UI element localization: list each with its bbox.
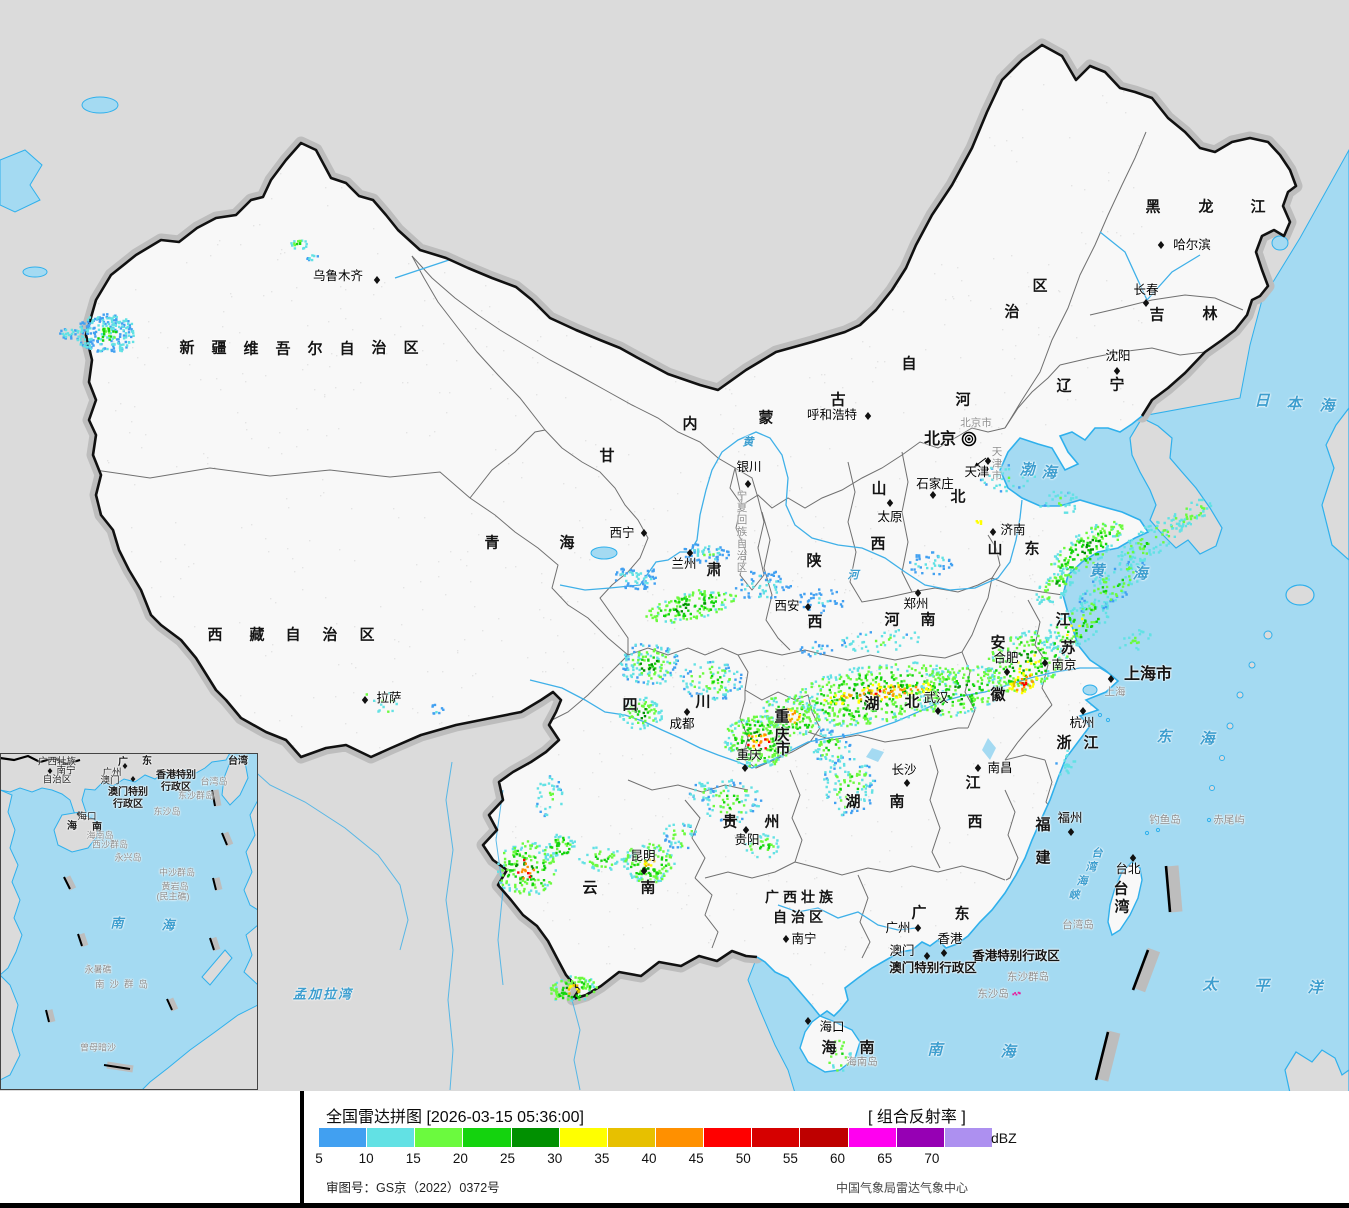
province-boundaries	[94, 131, 1244, 959]
legend-title: 全国雷达拼图 [2026-03-15 05:36:00]	[326, 1109, 584, 1126]
taiwan-island	[1107, 861, 1143, 937]
legend-color-cell	[655, 1128, 705, 1147]
legend-tick-label: 15	[405, 1151, 421, 1166]
radar-echo-layer	[59, 239, 1213, 1072]
city-marker-icon	[361, 696, 369, 704]
city-marker-icon	[373, 276, 381, 284]
city-marker-icon	[940, 949, 948, 957]
legend-tick-label: 25	[500, 1151, 516, 1166]
legend-tick-label: 70	[924, 1151, 940, 1166]
japan-landmass	[1321, 407, 1349, 561]
city-marker-icon	[804, 603, 812, 611]
nine-dash-line	[1094, 865, 1183, 1082]
capital-icon	[961, 431, 977, 447]
legend-color-cell	[463, 1128, 512, 1147]
legend-ticks: 5 10 15 20 25 30 35 40 45 50 55 60 65 70	[0, 1151, 1349, 1167]
city-marker-icon	[1067, 828, 1075, 836]
city-marker-icon	[974, 764, 982, 772]
city-marker-icon	[1107, 675, 1115, 683]
city-marker-icon	[744, 480, 752, 488]
city-marker-icon	[683, 708, 691, 716]
city-marker-icon	[1079, 707, 1087, 715]
city-marker-icon	[1129, 854, 1137, 862]
city-marker-icon	[914, 924, 922, 932]
city-marker-icon	[1041, 659, 1049, 667]
legend-color-cell	[607, 1128, 656, 1147]
philippines-landmass	[1284, 1049, 1349, 1094]
city-marker-icon	[929, 491, 937, 499]
korea-landmass	[1129, 417, 1223, 555]
legend-left-rule	[300, 1091, 304, 1208]
legend-tick-label: 35	[594, 1151, 610, 1166]
legend-tick-label: 45	[688, 1151, 704, 1166]
legend-color-cell	[511, 1128, 560, 1147]
city-marker-icon	[984, 457, 992, 465]
city-marker-icon	[640, 867, 648, 875]
city-marker-icon	[741, 764, 749, 772]
legend-tick-label: 5	[315, 1151, 323, 1166]
legend-tick-label: 65	[877, 1151, 893, 1166]
city-marker-icon	[989, 528, 997, 536]
city-marker-icon	[1113, 367, 1121, 375]
city-marker-icon	[923, 952, 931, 960]
city-markers	[361, 241, 1165, 1025]
city-marker-icon	[1003, 668, 1011, 676]
legend-color-cell	[415, 1128, 464, 1147]
city-marker-icon	[686, 549, 694, 557]
city-marker-icon	[1157, 241, 1165, 249]
legend-unit: dBZ	[991, 1130, 1017, 1146]
data-source: 中国气象局雷达气象中心	[836, 1181, 969, 1195]
legend-color-cell	[559, 1128, 608, 1147]
legend-color-cell	[319, 1128, 368, 1147]
city-marker-icon	[934, 707, 942, 715]
legend-tick-label: 55	[782, 1151, 798, 1166]
city-marker-icon	[1142, 299, 1150, 307]
legend-tick-label: 10	[358, 1151, 374, 1166]
legend-tick-label: 50	[735, 1151, 751, 1166]
legend-tick-label: 30	[547, 1151, 563, 1166]
city-marker-icon	[886, 499, 894, 507]
china-landmass	[86, 45, 1296, 1016]
city-marker-icon	[864, 412, 872, 420]
legend-field-label: [ 组合反射率 ]	[868, 1109, 966, 1126]
legend-color-cell	[752, 1128, 801, 1147]
image-bottom-rule	[0, 1203, 1349, 1208]
map-review-number: 审图号：GS京（2022）0372号	[326, 1181, 500, 1195]
legend-color-cell	[704, 1128, 753, 1147]
legend-colorbar	[319, 1128, 993, 1147]
legend-color-cell	[800, 1128, 849, 1147]
legend-color-cell	[367, 1128, 416, 1147]
city-marker-icon	[804, 1017, 812, 1025]
city-marker-icon	[742, 826, 750, 834]
legend-color-cell	[896, 1128, 945, 1147]
legend-tick-label: 40	[641, 1151, 657, 1166]
legend-tick-label: 60	[830, 1151, 846, 1166]
city-marker-icon	[903, 779, 911, 787]
legend-color-cell	[944, 1128, 993, 1147]
city-marker-icon	[782, 935, 790, 943]
national-border	[84, 43, 1298, 1001]
coastline	[756, 415, 1150, 1018]
city-marker-icon	[640, 529, 648, 537]
legend-color-cell	[848, 1128, 897, 1147]
legend-panel: 全国雷达拼图 [2026-03-15 05:36:00] [ 组合反射率 ] 5…	[0, 1091, 1349, 1203]
south-china-sea-inset	[0, 753, 258, 1090]
legend-tick-label: 20	[452, 1151, 468, 1166]
city-marker-icon	[914, 589, 922, 597]
